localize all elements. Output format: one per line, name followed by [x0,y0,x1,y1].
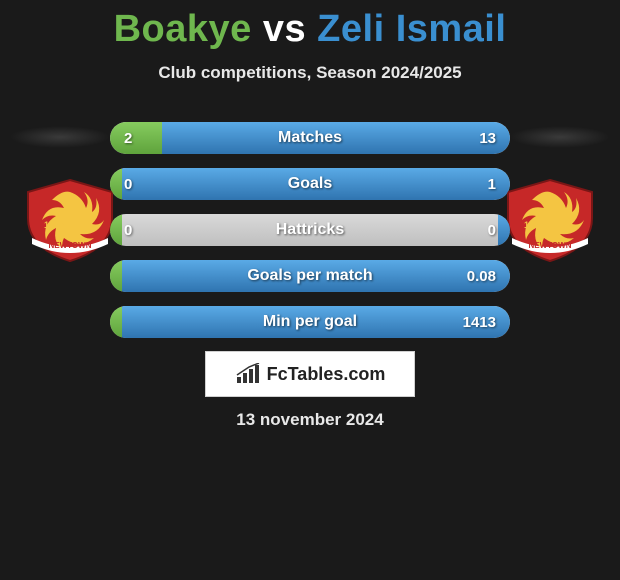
stats-bars: 2 Matches 13 0 Goals 1 0 Hattricks 0 Goa… [110,122,510,352]
stat-value-p2: 1413 [463,314,496,331]
stat-label: Min per goal [110,313,510,331]
player2-club-badge: 1875 NEWTOWN [500,178,600,263]
svg-text:NEWTOWN: NEWTOWN [49,241,92,250]
player1-avatar-shadow [10,126,110,148]
stat-row-matches: 2 Matches 13 [110,122,510,154]
stat-label: Matches [110,129,510,147]
player2-name: Zeli Ismail [317,8,506,50]
stat-label: Goals [110,175,510,193]
svg-text:NEWTOWN: NEWTOWN [529,241,572,250]
stat-label: Hattricks [110,221,510,239]
chart-icon [235,363,261,385]
brand-box: FcTables.com [205,351,415,397]
stat-label: Goals per match [110,267,510,285]
player2-avatar-shadow [510,126,610,148]
vs-text: vs [263,8,306,50]
stat-value-p2: 0.08 [467,268,496,285]
player1-club-badge: 1875 NEWTOWN [20,178,120,263]
stat-row-goals-per-match: Goals per match 0.08 [110,260,510,292]
stat-row-goals: 0 Goals 1 [110,168,510,200]
subtitle: Club competitions, Season 2024/2025 [0,63,620,83]
stat-row-hattricks: 0 Hattricks 0 [110,214,510,246]
date-text: 13 november 2024 [0,410,620,430]
stat-row-min-per-goal: Min per goal 1413 [110,306,510,338]
stat-value-p2: 1 [488,176,496,193]
player1-name: Boakye [114,8,252,50]
svg-text:1875: 1875 [524,220,544,230]
stat-value-p2: 0 [488,222,496,239]
brand-text: FcTables.com [267,364,386,385]
stat-value-p2: 13 [479,130,496,147]
comparison-title: Boakye vs Zeli Ismail [0,0,620,51]
svg-text:1875: 1875 [44,220,64,230]
